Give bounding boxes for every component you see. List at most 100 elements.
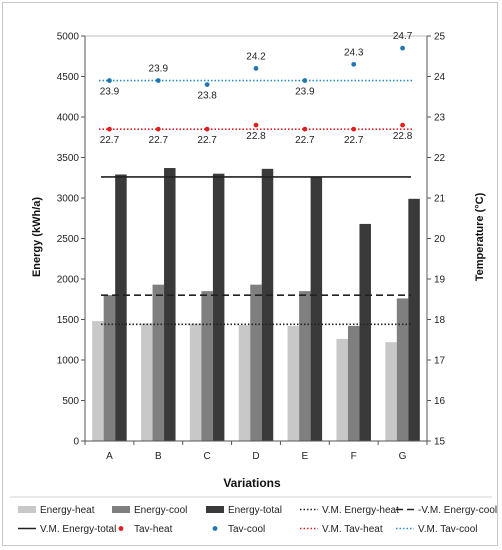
bar-energy-cool — [201, 291, 213, 441]
bar-energy-total — [359, 223, 371, 441]
data-label-tav-cool: 24.7 — [393, 31, 413, 42]
bar-energy-cool — [299, 291, 311, 441]
y-tick-label: 1000 — [57, 356, 80, 367]
bar-energy-cool — [152, 284, 165, 441]
legend-label-v-m-energy-cool: -V.M. Energy-cool — [418, 505, 497, 516]
y-tick-label: 3500 — [57, 153, 80, 164]
data-label-tav-heat: 22.8 — [246, 131, 266, 142]
y-tick-label: 4000 — [57, 113, 80, 124]
bar-energy-heat — [238, 325, 251, 441]
y2-tick-label: 16 — [434, 396, 446, 407]
legend-swatch-tav-heat — [118, 526, 124, 531]
point-tav-heat — [400, 122, 405, 128]
y-axis-title: Energy (kWh/a) — [31, 197, 43, 277]
data-label-tav-heat: 22.7 — [100, 135, 120, 146]
y2-tick-label: 22 — [434, 153, 446, 164]
y-tick-label: 1500 — [57, 315, 80, 326]
bar-energy-heat — [141, 323, 153, 441]
point-tav-cool — [400, 45, 405, 51]
axes-layer: 0 500 1000 1500 2000 2500 3000 3500 4000 4500 5000… — [57, 32, 446, 463]
y2-tick-label: 24 — [434, 72, 446, 83]
data-label-tav-heat: 22.7 — [344, 135, 364, 146]
bar-energy-cool — [250, 284, 262, 441]
x-axis-title: Variations — [223, 476, 281, 490]
y2-tick-label: 21 — [434, 194, 446, 205]
y2-tick-label: 23 — [434, 113, 446, 124]
point-tav-heat — [107, 126, 112, 132]
legend-label-v-m-tav-cool: V.M. Tav-cool — [418, 524, 477, 535]
points-layer: 22.7 22.7 22.7 22.8 22.7 22.7 22.8 23.9 23.9 23.8… — [100, 31, 413, 146]
data-label-tav-heat: 22.7 — [149, 135, 169, 146]
y-tick-label: 500 — [62, 396, 79, 407]
x-tick-label: F — [351, 451, 357, 462]
reference-lines-layer — [99, 79, 413, 326]
bar-energy-cool — [396, 298, 409, 441]
legend-swatch-tav-cool — [212, 526, 218, 531]
bar-energy-total — [115, 174, 127, 441]
legend-swatch-energy-heat — [18, 506, 36, 513]
x-tick-label: E — [302, 451, 309, 462]
bar-energy-cool — [347, 325, 360, 441]
y-tick-label: 5000 — [57, 32, 80, 43]
x-tick-label: G — [399, 451, 407, 462]
data-label-tav-cool: 23.8 — [197, 91, 217, 102]
x-tick-label: A — [106, 451, 113, 462]
x-tick-label: B — [155, 451, 162, 462]
y2-tick-label: 15 — [434, 437, 446, 448]
y2-axis-title: Temperature (°C) — [474, 192, 486, 281]
point-tav-heat — [253, 122, 259, 128]
legend-swatch-energy-cool — [112, 506, 130, 513]
legend-label-v-m-energy-total: V.M. Energy-total — [40, 524, 116, 535]
legend-label-energy-cool: Energy-cool — [134, 505, 187, 516]
y2-tick-label: 20 — [434, 234, 446, 245]
point-tav-cool — [253, 66, 259, 71]
legend-label-energy-heat: Energy-heat — [40, 505, 95, 516]
x-tick-label: C — [204, 451, 211, 462]
y-tick-label: 4500 — [57, 72, 80, 83]
point-tav-cool — [204, 82, 210, 87]
data-label-tav-heat: 22.7 — [197, 135, 217, 146]
data-label-tav-cool: 24.2 — [246, 51, 266, 62]
y2-tick-label: 25 — [434, 32, 446, 43]
data-label-tav-heat: 22.8 — [393, 131, 413, 142]
bar-energy-heat — [336, 338, 348, 441]
data-label-tav-cool: 23.9 — [295, 87, 315, 98]
y2-tick-label: 19 — [434, 275, 446, 286]
point-tav-cool — [155, 78, 161, 83]
point-tav-heat — [351, 126, 357, 132]
chart-frame — [2, 2, 498, 546]
legend-label-tav-cool: Tav-cool — [228, 524, 265, 535]
legend-label-v-m-tav-heat: V.M. Tav-heat — [322, 524, 383, 535]
legend-label-energy-total: Energy-total — [228, 505, 282, 516]
bar-energy-heat — [189, 323, 202, 441]
y-tick-label: 2000 — [57, 275, 80, 286]
legend-label-tav-heat: Tav-heat — [134, 524, 173, 535]
bar-energy-heat — [287, 325, 300, 441]
bar-energy-total — [261, 168, 274, 441]
y2-tick-label: 18 — [434, 315, 446, 326]
point-tav-heat — [204, 126, 210, 132]
data-label-tav-cool: 24.3 — [344, 47, 364, 58]
legend-label-v-m-energy-heat: V.M. Energy-heat — [322, 505, 399, 516]
y-tick-label: 0 — [73, 437, 79, 448]
point-tav-cool — [107, 78, 112, 83]
y-tick-label: 3000 — [57, 194, 80, 205]
data-label-tav-cool: 23.9 — [100, 87, 120, 98]
bar-energy-heat — [385, 342, 397, 441]
point-tav-cool — [351, 61, 357, 67]
bar-energy-total — [164, 168, 176, 441]
bar-energy-total — [408, 198, 420, 441]
y-tick-label: 2500 — [57, 234, 80, 245]
bar-energy-total — [310, 176, 323, 441]
point-tav-heat — [155, 126, 161, 132]
bar-energy-cool — [103, 295, 116, 441]
data-label-tav-cool: 23.9 — [149, 64, 169, 75]
point-tav-heat — [302, 126, 308, 132]
legend: Energy-heat Energy-cool Energy-total V.M. E… — [10, 496, 497, 535]
legend-swatch-energy-total — [206, 506, 224, 513]
y2-tick-label: 17 — [434, 356, 446, 367]
bar-energy-heat — [92, 321, 104, 441]
data-label-tav-heat: 22.7 — [295, 135, 315, 146]
x-tick-label: D — [252, 451, 259, 462]
